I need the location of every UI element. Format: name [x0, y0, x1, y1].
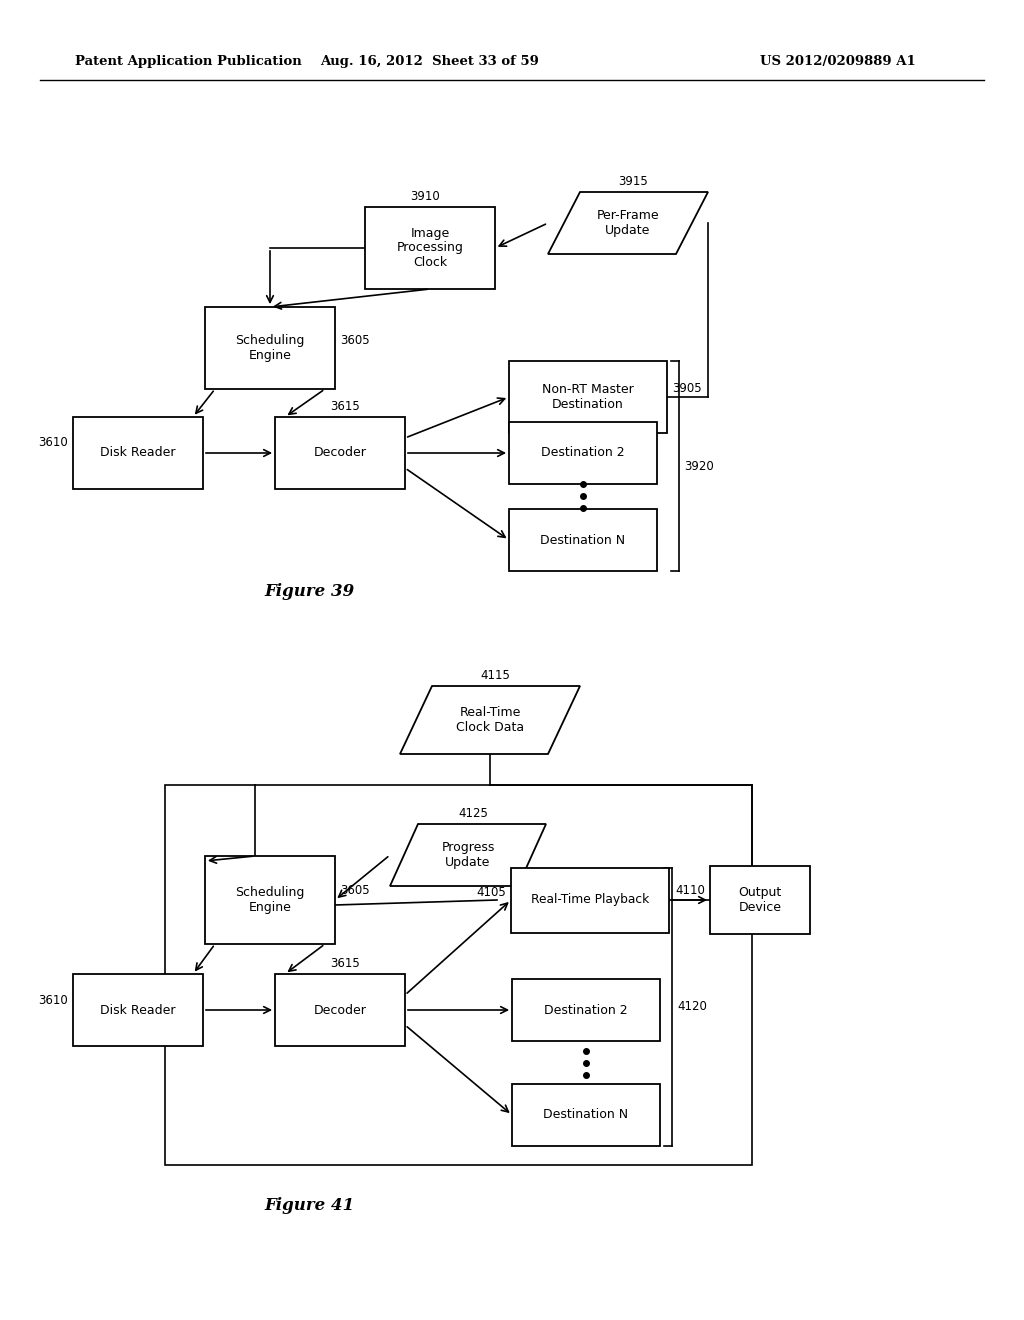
Bar — [365, 207, 495, 289]
Bar — [509, 510, 657, 572]
Text: Disk Reader: Disk Reader — [100, 446, 176, 459]
Text: 3615: 3615 — [330, 957, 359, 970]
Text: Disk Reader: Disk Reader — [100, 1003, 176, 1016]
Text: Progress
Update: Progress Update — [441, 841, 495, 869]
Text: Decoder: Decoder — [313, 446, 367, 459]
Text: Decoder: Decoder — [313, 1003, 367, 1016]
Text: Destination 2: Destination 2 — [542, 446, 625, 459]
Text: Aug. 16, 2012  Sheet 33 of 59: Aug. 16, 2012 Sheet 33 of 59 — [321, 55, 540, 69]
Text: 4110: 4110 — [675, 883, 705, 896]
Text: Destination 2: Destination 2 — [544, 1003, 628, 1016]
Text: 3910: 3910 — [411, 190, 440, 203]
Polygon shape — [548, 191, 708, 253]
Text: Scheduling
Engine: Scheduling Engine — [236, 334, 305, 362]
Text: Non-RT Master
Destination: Non-RT Master Destination — [542, 383, 634, 411]
Polygon shape — [390, 824, 546, 886]
Text: 3905: 3905 — [672, 383, 701, 396]
Text: 3915: 3915 — [618, 176, 648, 187]
Text: Patent Application Publication: Patent Application Publication — [75, 55, 302, 69]
Text: US 2012/0209889 A1: US 2012/0209889 A1 — [760, 55, 915, 69]
Bar — [512, 1084, 660, 1146]
Bar — [275, 974, 406, 1045]
Bar — [275, 417, 406, 488]
Bar — [73, 417, 203, 488]
Bar — [205, 308, 335, 389]
Bar — [509, 422, 657, 484]
Text: 4125: 4125 — [458, 807, 488, 820]
Bar — [165, 785, 752, 1166]
Text: Destination N: Destination N — [544, 1109, 629, 1122]
Bar — [511, 867, 669, 932]
Bar — [512, 979, 660, 1041]
Bar — [73, 974, 203, 1045]
Text: 4105: 4105 — [476, 886, 506, 899]
Text: 3610: 3610 — [38, 437, 68, 450]
Text: Real-Time Playback: Real-Time Playback — [530, 894, 649, 907]
Text: Image
Processing
Clock: Image Processing Clock — [396, 227, 464, 269]
Text: 3605: 3605 — [340, 883, 370, 896]
Text: Scheduling
Engine: Scheduling Engine — [236, 886, 305, 913]
Polygon shape — [400, 686, 580, 754]
Text: Real-Time
Clock Data: Real-Time Clock Data — [456, 706, 524, 734]
Text: 3615: 3615 — [330, 400, 359, 413]
Text: Figure 39: Figure 39 — [265, 583, 355, 601]
Text: Output
Device: Output Device — [738, 886, 781, 913]
Bar — [710, 866, 810, 935]
Bar — [205, 855, 335, 944]
Text: 4115: 4115 — [480, 669, 510, 682]
Text: 3920: 3920 — [684, 459, 714, 473]
Text: 4120: 4120 — [677, 1001, 707, 1014]
Text: Destination N: Destination N — [541, 533, 626, 546]
Text: Figure 41: Figure 41 — [265, 1196, 355, 1213]
Text: 3605: 3605 — [340, 334, 370, 346]
Text: 3610: 3610 — [38, 994, 68, 1006]
Text: Per-Frame
Update: Per-Frame Update — [597, 209, 659, 238]
Bar — [509, 360, 667, 433]
